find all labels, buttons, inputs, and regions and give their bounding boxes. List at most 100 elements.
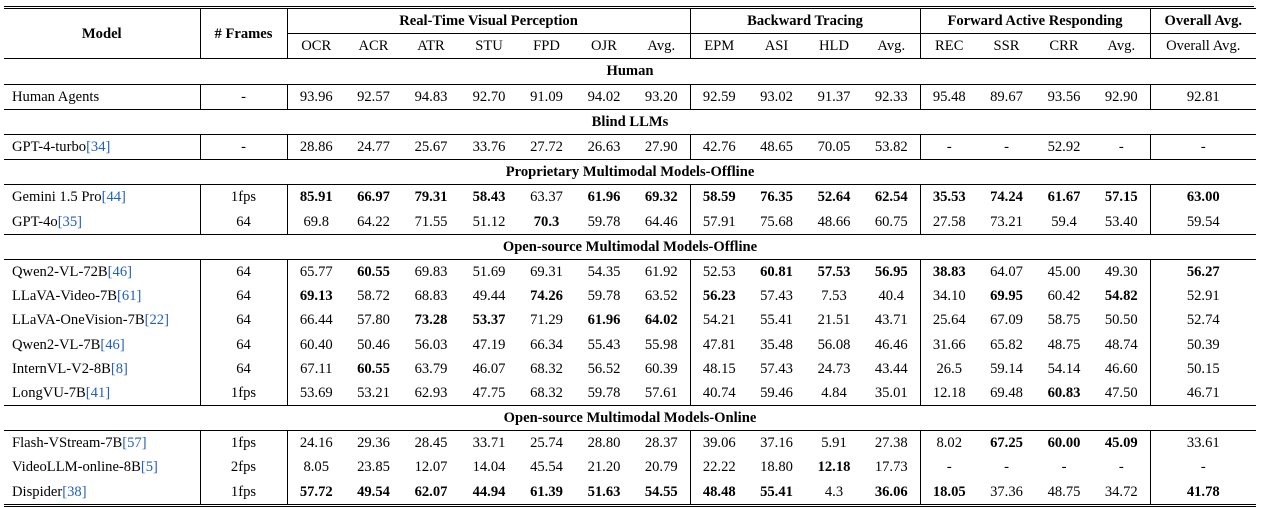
value-cell: 63.00 [1186, 189, 1220, 206]
value-cell: 40.4 [863, 284, 921, 309]
value-cell: 49.54 [345, 479, 402, 507]
value-cell: 59.54 [1150, 209, 1256, 235]
column-header: Avg. [1093, 33, 1151, 60]
value-cell: 20.79 [633, 455, 691, 480]
value-cell: 5.91 [821, 435, 847, 452]
column-header: Avg. [863, 33, 921, 60]
value-cell: 57.61 [633, 380, 691, 406]
value-cell: - [978, 134, 1035, 161]
value-cell: 29.36 [357, 435, 390, 452]
citation-link[interactable]: [57] [122, 435, 147, 452]
table-row: Human Agents -93.96 92.57 94.83 92.70 91.09 94… [4, 84, 1256, 110]
citation-link[interactable]: [38] [62, 483, 87, 500]
section-title: Human [4, 58, 1256, 85]
value-cell: 62.54 [863, 184, 921, 210]
value-cell: 12.18 [817, 459, 851, 476]
value-cell: 60.83 [1035, 380, 1093, 406]
table-row: VideoLLM-online-8B[5] 2fps 8.05 23.85 12.07 1… [4, 455, 1256, 480]
value-cell: 74.26 [530, 288, 563, 305]
model-name-cell: LongVU-7B[41] [4, 380, 201, 406]
value-cell: 64.22 [345, 209, 402, 235]
value-cell: 59.78 [575, 209, 633, 235]
citation-link[interactable]: [8] [110, 360, 128, 377]
value-cell: 60.55 [357, 360, 390, 377]
value-cell: 7.53 [821, 288, 847, 305]
value-cell: 48.75 [1047, 336, 1081, 353]
value-cell: 92.59 [690, 84, 748, 110]
model-name: GPT-4-turbo [12, 139, 87, 156]
value-cell: 50.39 [1186, 336, 1220, 353]
value-cell: 8.02 [936, 435, 963, 452]
citation-link[interactable]: [44] [101, 189, 126, 206]
model-name-cell: LLaVA-Video-7B[61] [4, 284, 201, 309]
citation-link[interactable]: [35] [57, 213, 83, 230]
value-cell: 52.92 [1035, 134, 1093, 161]
value-cell: 44.94 [460, 479, 518, 507]
value-cell: 47.75 [460, 380, 518, 406]
value-cell: 57.15 [1093, 184, 1151, 210]
citation-link[interactable]: [34] [86, 139, 111, 156]
table-row: InternVL-V2-8B[8] 64 67.11 60.55 63.79 46.07 6… [4, 356, 1256, 381]
value-cell: 63.37 [530, 189, 563, 206]
value-cell: 61.96 [587, 189, 621, 206]
value-cell: 60.39 [633, 356, 691, 381]
value-cell: 40.74 [690, 380, 748, 406]
value-cell: 62.07 [402, 479, 460, 507]
value-cell: 37.36 [978, 479, 1035, 507]
value-cell: 92.90 [1093, 84, 1151, 110]
value-cell: 38.83 [932, 263, 966, 280]
value-cell: 62.93 [402, 380, 460, 406]
column-header: HLD [805, 33, 863, 60]
value-cell: 26.63 [575, 134, 633, 161]
value-cell: 66.44 [299, 312, 333, 329]
value-cell: 57.43 [760, 288, 793, 305]
value-cell: 58.72 [357, 288, 390, 305]
table-row: GPT-4o[35] 64 69.8 64.22 71.55 51.12 70.3 59.78… [4, 209, 1256, 235]
value-cell: 56.95 [863, 259, 921, 285]
value-cell: 60.00 [1047, 435, 1081, 452]
value-cell: - [1093, 134, 1151, 161]
column-header: ATR [402, 33, 460, 60]
value-cell: 47.19 [472, 336, 506, 353]
value-cell: 69.13 [299, 288, 333, 305]
value-cell: 67.09 [990, 312, 1023, 329]
value-cell: 46.07 [472, 360, 506, 377]
citation-link[interactable]: [41] [85, 384, 111, 401]
value-cell: 68.32 [530, 360, 563, 377]
value-cell: 71.29 [530, 312, 563, 329]
value-cell: 14.04 [472, 459, 506, 476]
value-cell: 51.69 [472, 263, 506, 280]
value-cell: 76.35 [760, 189, 793, 206]
value-cell: 69.32 [633, 184, 691, 210]
value-cell: 58.43 [472, 189, 506, 206]
value-cell: 49.30 [1093, 259, 1151, 285]
value-cell: 48.66 [805, 209, 863, 235]
value-cell: 93.02 [748, 84, 805, 110]
table-row: GPT-4-turbo[34] -28.86 24.77 25.67 33.76 27.7… [4, 134, 1256, 161]
value-cell: 59.78 [575, 380, 633, 406]
value-cell: 79.31 [414, 189, 448, 206]
value-cell: 91.09 [518, 84, 575, 110]
citation-link[interactable]: [46] [107, 263, 132, 280]
column-header: Overall Avg. [1150, 33, 1256, 60]
citation-link[interactable]: [5] [140, 459, 158, 476]
value-cell: 54.82 [1093, 284, 1151, 309]
value-cell: 56.08 [817, 336, 851, 353]
value-cell: 4.3 [805, 479, 863, 507]
header-row-groups: Model # Frames Real-Time Visual Perception… [4, 8, 1256, 60]
value-cell: 18.05 [920, 479, 978, 507]
value-cell: 70.05 [805, 134, 863, 161]
citation-link[interactable]: [61] [117, 288, 142, 305]
value-cell: 25.67 [402, 134, 460, 161]
column-header: SSR [978, 33, 1035, 60]
value-cell: 51.12 [460, 209, 518, 235]
column-header: Avg. [633, 33, 691, 60]
value-cell: 59.78 [587, 288, 621, 305]
citation-link[interactable]: [22] [144, 312, 169, 329]
frames-cell: - [200, 84, 288, 110]
model-name: LLaVA-Video-7B [12, 288, 118, 305]
value-cell: 23.85 [357, 459, 390, 476]
frames-cell: 64 [200, 308, 288, 333]
value-cell: 69.31 [530, 263, 563, 280]
citation-link[interactable]: [46] [100, 336, 125, 353]
